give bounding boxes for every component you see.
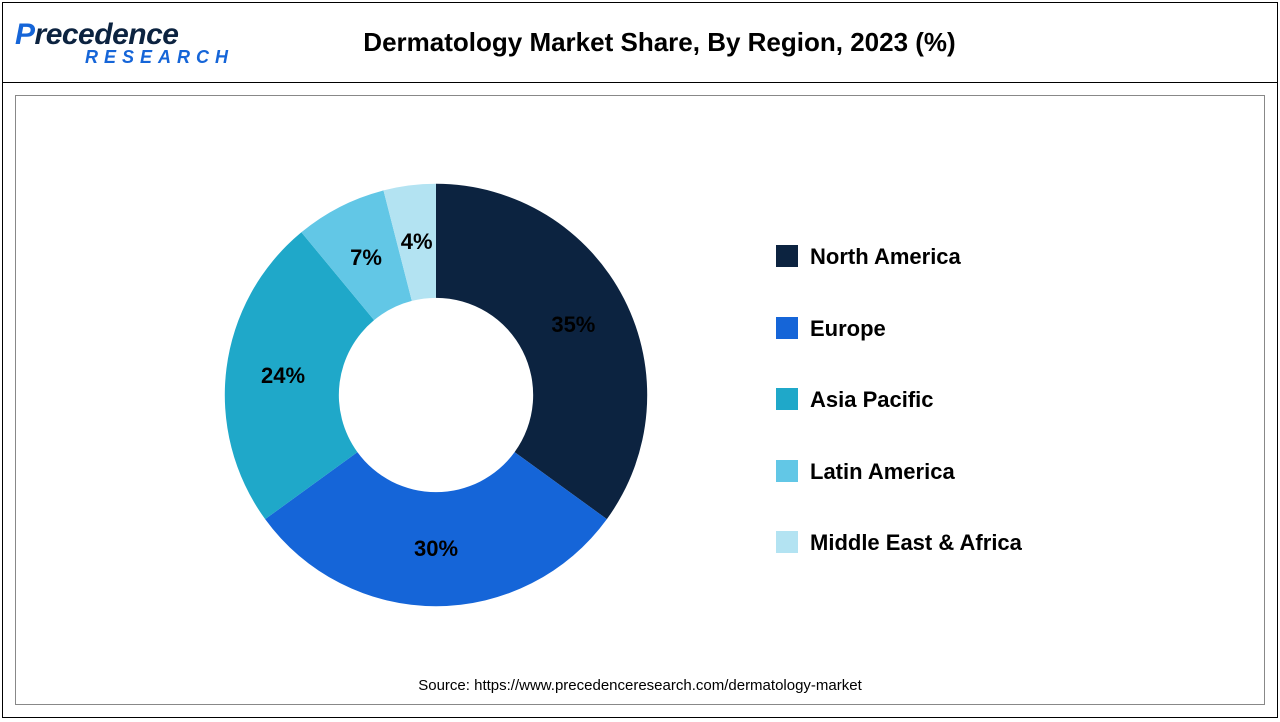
legend-label: North America xyxy=(810,243,961,271)
logo-initial: P xyxy=(15,18,35,51)
legend-item: Middle East & Africa xyxy=(776,529,1022,557)
legend-swatch xyxy=(776,460,798,482)
slice-pct-label: 24% xyxy=(261,363,305,389)
legend-swatch xyxy=(776,317,798,339)
legend-item: North America xyxy=(776,243,1022,271)
legend-swatch xyxy=(776,388,798,410)
chart-panel: 35% 30% 24% 7% 4% North America Europe Asia Pa… xyxy=(15,95,1265,705)
slice-pct-label: 35% xyxy=(551,312,595,338)
legend-item: Asia Pacific xyxy=(776,386,1022,414)
chart-card: Precedence RESEARCH Dermatology Market S… xyxy=(2,2,1278,718)
legend-item: Latin America xyxy=(776,458,1022,486)
legend-label: Latin America xyxy=(810,458,955,486)
legend-label: Middle East & Africa xyxy=(810,529,1022,557)
legend-label: Europe xyxy=(810,315,886,343)
legend-swatch xyxy=(776,531,798,553)
donut-chart: 35% 30% 24% 7% 4% xyxy=(216,175,656,615)
source-line: Source: https://www.precedenceresearch.c… xyxy=(16,677,1264,694)
slice-pct-label: 7% xyxy=(350,245,382,271)
legend-label: Asia Pacific xyxy=(810,386,934,414)
legend: North America Europe Asia Pacific Latin Ame… xyxy=(776,243,1022,557)
donut-slice xyxy=(436,184,647,519)
legend-swatch xyxy=(776,245,798,267)
chart-title: Dermatology Market Share, By Region, 202… xyxy=(54,27,1265,58)
header: Precedence RESEARCH Dermatology Market S… xyxy=(3,3,1277,83)
slice-pct-label: 4% xyxy=(401,229,433,255)
legend-item: Europe xyxy=(776,315,1022,343)
slice-pct-label: 30% xyxy=(414,536,458,562)
